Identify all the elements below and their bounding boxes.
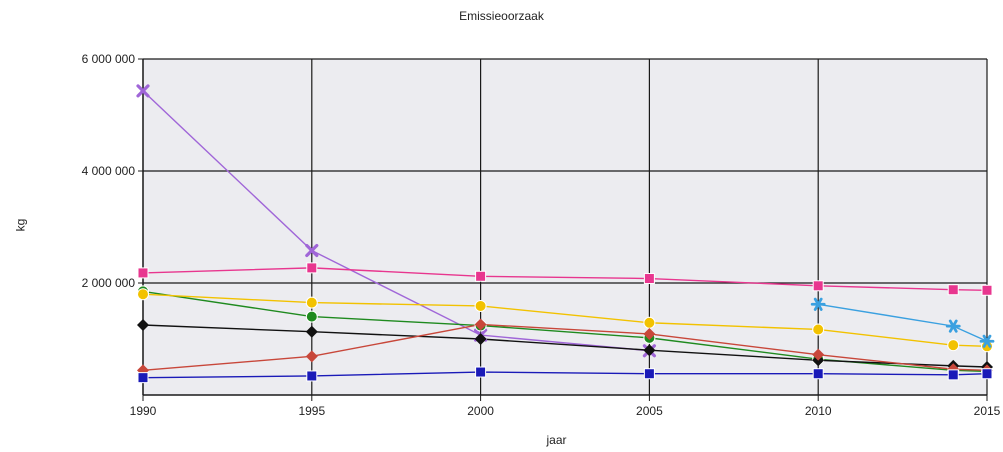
data-point <box>643 344 656 357</box>
data-point <box>137 267 149 279</box>
data-point <box>305 350 318 363</box>
data-point <box>305 243 319 258</box>
data-point <box>475 270 487 282</box>
data-point <box>474 318 487 331</box>
data-point <box>810 297 826 311</box>
data-point <box>305 296 318 309</box>
data-point <box>812 348 825 361</box>
data-point <box>947 339 960 352</box>
data-point <box>475 366 487 378</box>
plot-background <box>143 59 987 395</box>
x-tick-label: 1990 <box>130 404 157 418</box>
data-point <box>643 327 656 340</box>
x-tick-label: 2005 <box>636 404 663 418</box>
data-point <box>812 368 824 380</box>
x-tick-label: 2010 <box>805 404 832 418</box>
y-tick-label: 2 000 000 <box>82 276 136 290</box>
x-tick-label: 1995 <box>298 404 325 418</box>
x-tick-label: 2000 <box>467 404 494 418</box>
data-point <box>643 368 655 380</box>
y-tick-label: 4 000 000 <box>82 164 136 178</box>
data-point <box>474 299 487 312</box>
data-point <box>979 334 995 348</box>
x-axis-label: jaar <box>546 433 567 447</box>
data-point <box>812 323 825 336</box>
x-tick-label: 2015 <box>974 404 1001 418</box>
series-line <box>142 90 650 352</box>
data-point <box>981 368 993 380</box>
data-point <box>945 319 961 333</box>
data-point <box>947 369 959 381</box>
data-point <box>136 84 150 98</box>
data-point <box>305 310 318 323</box>
data-point <box>474 333 487 345</box>
data-point <box>306 370 318 382</box>
data-point <box>306 262 318 274</box>
data-point <box>137 288 149 301</box>
data-point <box>812 280 824 292</box>
data-point <box>643 316 656 329</box>
data-point <box>981 284 993 296</box>
data-point <box>643 273 655 285</box>
y-tick-label: 6 000 000 <box>82 52 136 66</box>
data-point <box>137 319 149 331</box>
data-point <box>305 325 318 338</box>
data-point <box>137 372 149 384</box>
chart-title: Emissieoorzaak <box>459 9 544 23</box>
data-point <box>947 284 959 296</box>
